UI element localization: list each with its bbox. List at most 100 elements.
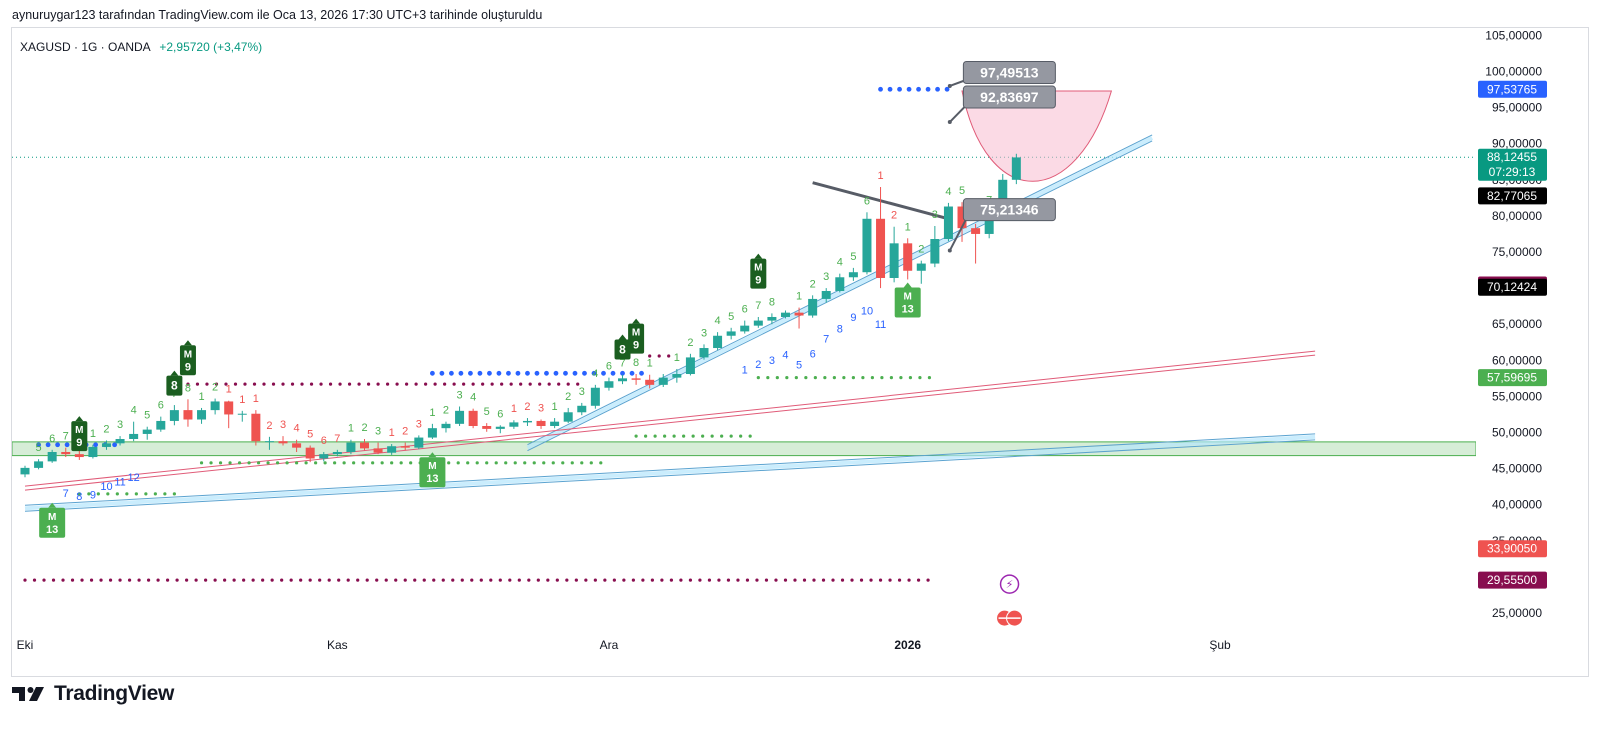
badge-pointer (903, 282, 912, 288)
td-count-label: 8 (837, 323, 843, 335)
level-dot (356, 578, 360, 582)
candle (631, 374, 641, 385)
level-dot (384, 578, 388, 582)
candle-body (876, 218, 886, 278)
td-count-label: 2 (402, 426, 408, 438)
candle (278, 436, 288, 446)
badge-count: 13 (46, 524, 58, 536)
time-tick-label: Şub (1209, 638, 1231, 652)
level-dot (385, 382, 390, 386)
candle (740, 320, 750, 334)
level-dot (880, 376, 884, 380)
level-dot (599, 461, 603, 465)
candle (618, 374, 628, 385)
candle-body (251, 413, 261, 442)
level-dot (290, 382, 295, 386)
candle (645, 374, 655, 389)
level-dot (318, 578, 322, 582)
candle (495, 425, 505, 434)
channel-fill (526, 136, 1154, 450)
level-dot (546, 578, 550, 582)
price-callout: 97,49513 (947, 61, 1056, 88)
candle-body (88, 446, 98, 458)
candle (482, 423, 492, 432)
level-dot (61, 578, 65, 582)
candle-body (889, 243, 899, 278)
level-dot (494, 461, 498, 465)
td-count-label: 7 (63, 488, 69, 500)
td-count-label: 8 (185, 382, 191, 394)
level-dot (242, 578, 246, 582)
plot-area: 5678123456781211123456712312312345612312… (12, 61, 1476, 582)
level-dot (601, 370, 606, 376)
candle (658, 374, 668, 388)
candle (685, 353, 695, 376)
candle-body (129, 433, 139, 439)
level-dot (739, 434, 743, 438)
badge-bg (894, 287, 921, 318)
level-dot (430, 370, 435, 376)
candle (169, 405, 179, 426)
td-count-label: 7 (63, 431, 69, 443)
level-dot (262, 382, 266, 386)
td-count-label: 8 (76, 491, 82, 503)
price-tick-label: 45,00000 (1492, 462, 1542, 476)
trendline-lower (24, 354, 1316, 491)
td-count-label: 1 (389, 427, 395, 439)
candle-body (400, 446, 410, 448)
level-dot (394, 578, 398, 582)
td-count-label: 2 (810, 278, 816, 290)
level-dot (515, 370, 521, 376)
td-count-label: 11 (114, 476, 125, 488)
td-count-label: 1 (429, 407, 435, 419)
level-dot (485, 461, 489, 465)
candle (943, 202, 953, 242)
axis-badge-text: 33,90050 (1487, 542, 1537, 556)
price-tick-label: 50,00000 (1492, 426, 1542, 440)
level-dot (319, 382, 323, 386)
badge-bg (614, 339, 631, 360)
level-dot (96, 492, 100, 496)
time-tick-label: Kas (327, 638, 348, 652)
level-dot (93, 442, 99, 448)
candle-body (930, 239, 940, 264)
level-dot (314, 461, 318, 465)
level-dot (775, 376, 779, 380)
level-dot (309, 382, 314, 386)
candle-body (984, 215, 994, 234)
td-count-label: 2 (266, 420, 272, 432)
tradingview-brand[interactable]: TradingView (12, 682, 174, 706)
level-dot (479, 578, 483, 582)
level-dot (106, 492, 110, 496)
candle (115, 436, 125, 446)
td-count-label: 8 (633, 357, 639, 369)
level-dot (504, 461, 508, 465)
badge-pointer (632, 318, 641, 324)
level-dot (70, 578, 75, 582)
level-dot (536, 578, 540, 582)
candle-body (101, 443, 111, 447)
candle (346, 439, 356, 455)
td-count-label: 2 (565, 391, 571, 403)
badge-pointer (48, 502, 57, 508)
lightning-event-icon (999, 574, 1020, 594)
support-zone (12, 441, 1476, 457)
level-dot (813, 376, 817, 380)
candle (373, 442, 383, 455)
level-dot (390, 461, 394, 465)
candle-body (455, 410, 465, 424)
candle-body (47, 451, 57, 462)
level-dot (468, 370, 473, 376)
level-dot (36, 442, 41, 448)
td-count-label: 7 (823, 334, 829, 346)
td-count-label: 2 (891, 210, 897, 222)
candle-body (536, 420, 546, 427)
level-dot (726, 578, 731, 582)
callout-box (962, 85, 1056, 109)
td-count-label: 10 (100, 481, 112, 493)
symbol-legend[interactable]: XAGUSD · 1G · OANDA +2,95720 (+3,47%) (20, 40, 262, 54)
callout-text: 97,49513 (980, 65, 1039, 81)
level-dot (899, 376, 903, 380)
candle-body (726, 331, 736, 336)
